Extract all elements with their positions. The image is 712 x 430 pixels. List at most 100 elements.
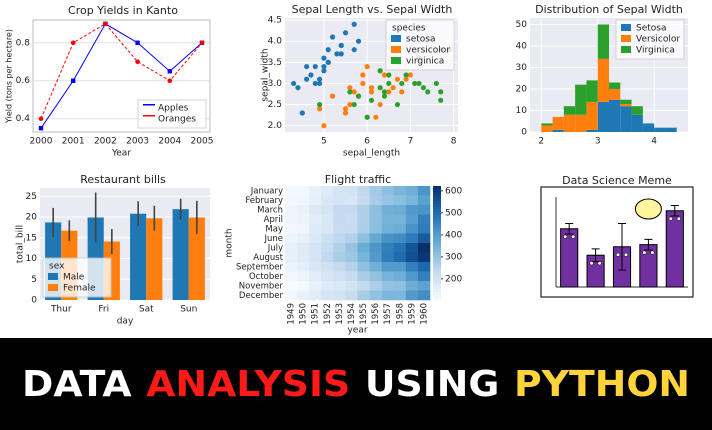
heat-cell [393,214,407,225]
heat-cell [321,290,334,301]
y-tick-label: 10 [516,106,528,116]
point [377,68,383,74]
point [394,101,401,108]
legend-swatch [391,35,401,42]
point [338,51,344,57]
colorbar-step [433,297,441,301]
heat-cell [381,186,395,196]
heat-cell [309,252,322,263]
heat-cell [405,252,419,263]
hist-bar [586,80,598,102]
heat-cell [345,281,358,291]
colorbar-step [433,214,441,218]
legend-label: Virginica [636,46,675,56]
legend-label: setosa [406,35,435,45]
y-axis-label: Yield (tons per hectare) [5,29,14,124]
error-bar [670,204,679,217]
heat-cell [405,262,419,272]
heat-cell [369,262,382,272]
heat-cell [285,233,298,244]
hist-bar [586,129,598,132]
x-tick-label: 3 [595,137,601,147]
colorbar-step [433,245,441,250]
heat-cell [309,224,322,234]
heat-cell [393,252,407,263]
colorbar-step [433,223,441,227]
point [342,110,349,116]
colorbar-step [433,217,441,221]
point [325,47,331,53]
legend-label: Female [63,284,96,294]
marker [167,78,173,84]
point [299,110,305,116]
heat-cell [381,195,395,206]
point [399,89,405,95]
heat-cell [381,224,395,234]
heat-cell [357,195,370,206]
heat-cell [357,186,370,196]
heat-cell [333,271,346,282]
heat-cell [309,186,322,196]
legend-swatch [621,24,631,31]
y-tick-label: 20 [26,213,38,223]
heat-cell [357,233,370,244]
heat-cell [381,243,395,253]
heat-cell [321,195,334,206]
legend-swatch [391,57,401,64]
y-tick-label: 3.0 [268,79,283,89]
heat-cell [345,214,358,225]
colorbar-step [433,225,441,230]
colorbar-step [433,200,441,204]
heat-cell [405,243,419,253]
x-tick-label: 2002 [94,137,117,147]
marker [71,78,76,83]
point [338,42,344,49]
face-eye [571,234,576,239]
hist-bar [631,106,643,115]
point [351,101,357,108]
heat-cell [369,271,382,282]
heat-cell [369,290,382,301]
y-tick-label: December [239,291,284,301]
y-tick-label: 5 [31,275,37,285]
heat-cell [345,262,358,272]
x-tick-label: 2000 [30,137,53,147]
heat-cell [309,262,322,272]
colorbar-step [433,277,441,281]
x-tick-label: 8 [451,137,457,147]
y-tick-label: 4.0 [268,37,283,47]
heat-cell [309,195,322,206]
heat-cell [309,205,322,215]
point [368,97,375,103]
heat-cell [405,271,419,282]
line [40,23,203,119]
heat-cell [297,224,310,234]
colorbar-step [433,191,441,196]
y-tick-label: April [264,215,283,225]
heat-cell [417,233,431,244]
legend-label: virginica [406,57,444,67]
marker [199,40,205,46]
hist-bar [609,82,621,89]
heat-cell [417,186,431,196]
heat-cell [333,243,346,253]
heat-cell [297,205,310,215]
heat-cell [297,243,310,253]
bar [560,228,579,288]
heat-cell [309,243,322,253]
x-tick-label: Sun [180,305,197,315]
x-tick-label: 1960 [419,303,429,325]
heat-cell [321,224,334,234]
heat-cell [405,224,419,234]
heat-cell [297,271,310,282]
marker [38,116,44,122]
y-tick-label: August [253,253,283,263]
heat-cell [297,195,310,206]
point [394,76,401,82]
x-axis-label: Year [111,149,131,159]
heat-cell [321,281,334,291]
y-axis-label: sepal_width [261,48,271,101]
legend-swatch [621,35,631,42]
x-tick-label: 1951 [311,303,321,325]
